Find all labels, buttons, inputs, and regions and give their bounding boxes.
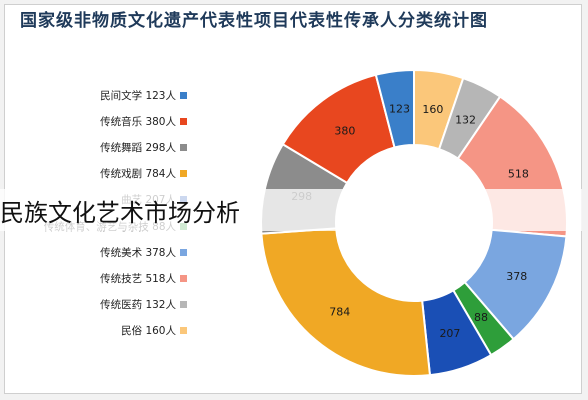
legend-label: 传统戏剧 784人	[100, 168, 176, 181]
legend-label: 传统医药 132人	[100, 299, 176, 312]
legend-swatch	[180, 274, 187, 282]
legend-label: 传统音乐 380人	[100, 115, 176, 128]
legend-swatch	[180, 170, 187, 178]
legend-swatch	[180, 327, 187, 335]
legend-swatch	[180, 117, 187, 125]
legend-item: 传统技艺 518人	[100, 271, 187, 285]
legend-item: 民间文学 123人	[100, 88, 187, 102]
chart-title: 国家级非物质文化遗产代表性项目代表性传承人分类统计图	[20, 11, 488, 31]
legend-label: 传统美术 378人	[100, 246, 176, 259]
legend-item: 民俗 160人	[121, 324, 187, 338]
slice-label: 207	[439, 327, 460, 340]
legend-item: 传统美术 378人	[100, 245, 187, 259]
slice-label: 784	[329, 305, 350, 318]
slice-label: 123	[389, 102, 410, 115]
legend-label: 传统舞蹈 298人	[100, 141, 176, 154]
legend-swatch	[180, 143, 187, 151]
legend-swatch	[180, 301, 187, 309]
legend-label: 传统技艺 518人	[100, 272, 176, 285]
slice-label: 518	[508, 168, 529, 181]
legend-item: 传统舞蹈 298人	[100, 140, 187, 154]
slice-label: 378	[506, 270, 527, 283]
caption-band	[0, 189, 582, 231]
legend-item: 传统医药 132人	[100, 298, 187, 312]
slice-label: 88	[474, 311, 488, 324]
legend-label: 民间文学 123人	[100, 89, 176, 102]
caption-text: 民族文化艺术市场分析	[0, 199, 240, 227]
legend-item: 传统戏剧 784人	[100, 167, 187, 181]
slice-label: 132	[455, 114, 476, 127]
legend-swatch	[180, 91, 187, 99]
legend-item: 传统音乐 380人	[100, 114, 187, 128]
legend-swatch	[180, 248, 187, 256]
pie-slice	[374, 68, 415, 149]
slice-label: 160	[422, 103, 443, 116]
slice-label: 380	[334, 124, 355, 137]
legend-label: 民俗 160人	[121, 325, 176, 338]
pie-slice	[260, 227, 432, 377]
